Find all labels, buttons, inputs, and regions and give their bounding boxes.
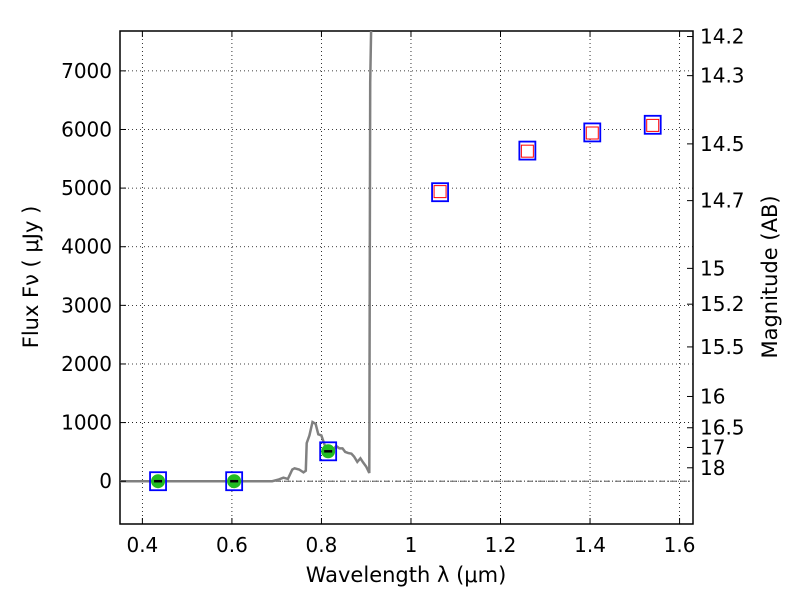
x-tick-label: 1: [405, 533, 418, 557]
y-tick-label: 4000: [61, 235, 112, 259]
model-spectrum-line: [120, 31, 373, 483]
plot-area: [119, 30, 694, 525]
y-axis-label: Flux Fν ( μJy ): [19, 206, 43, 349]
model-flux-marker: [646, 118, 660, 132]
x-tick-label: 0.4: [126, 533, 158, 557]
y-tick-label: 3000: [61, 293, 112, 317]
mag-tick-label: 15.5: [700, 335, 745, 359]
mag-tick-label: 16: [700, 384, 725, 408]
x-tick-label: 1.2: [485, 533, 517, 557]
observed-flux-marker: [518, 140, 537, 161]
mag-tick-label: 14.5: [700, 132, 745, 156]
mag-tick-label: 14.3: [700, 64, 745, 88]
mag-tick-label: 14.2: [700, 25, 745, 49]
y-tick-label: 6000: [61, 117, 112, 141]
x-tick-label: 0.8: [306, 533, 338, 557]
observed-flux-marker: [149, 471, 167, 492]
right-axis-label: Magnitude (AB): [758, 195, 782, 358]
mag-tick-label: 18: [700, 456, 725, 480]
observed-flux-marker: [225, 471, 244, 492]
mag-tick-label: 15: [700, 256, 725, 280]
y-tick-label: 0: [99, 469, 112, 493]
axes: 0.4 0.6 0.8 1 1.2 1.4 1.6 0 1000 2000 3000 4000 5000…: [61, 25, 744, 557]
y-tick-label: 1000: [61, 411, 112, 435]
observed-flux-marker: [319, 441, 338, 462]
observed-flux-marker: [583, 122, 602, 143]
x-tick-label: 1.4: [574, 533, 606, 557]
mag-tick-label: 17: [700, 435, 725, 459]
marker-layer: [149, 114, 662, 492]
model-flux-marker: [520, 144, 534, 158]
x-axis-label: Wavelength λ (μm): [306, 563, 507, 587]
x-tick-label: 1.6: [664, 533, 696, 557]
observed-flux-marker: [643, 114, 662, 135]
y-tick-label: 5000: [61, 176, 112, 200]
plot-frame: [119, 30, 694, 525]
model-flux-marker: [585, 126, 599, 140]
y-tick-label: 7000: [61, 59, 112, 83]
model-flux-marker: [433, 185, 447, 199]
observed-flux-marker: [431, 182, 449, 203]
mag-tick-label: 15.2: [700, 292, 745, 316]
spectrum-layer: [120, 31, 693, 483]
y-tick-label: 2000: [61, 352, 112, 376]
mag-tick-label: 14.7: [700, 189, 745, 213]
mag-tick-label: 16.5: [700, 416, 745, 440]
x-tick-label: 0.6: [216, 533, 248, 557]
